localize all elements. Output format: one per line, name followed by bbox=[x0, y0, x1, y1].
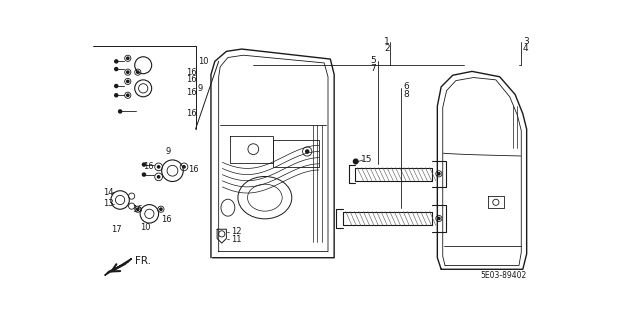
Text: 16: 16 bbox=[188, 165, 198, 174]
Circle shape bbox=[438, 173, 440, 175]
Circle shape bbox=[115, 94, 118, 97]
Text: 6: 6 bbox=[403, 82, 409, 91]
Circle shape bbox=[157, 166, 160, 168]
Circle shape bbox=[118, 110, 122, 113]
Circle shape bbox=[115, 85, 118, 87]
Text: 5: 5 bbox=[370, 56, 376, 65]
Circle shape bbox=[183, 166, 185, 168]
Circle shape bbox=[306, 150, 308, 153]
Text: 2: 2 bbox=[385, 44, 390, 53]
Circle shape bbox=[115, 68, 118, 70]
Text: 15: 15 bbox=[361, 155, 372, 164]
Text: 16: 16 bbox=[143, 162, 154, 171]
Text: 4: 4 bbox=[523, 44, 529, 53]
Text: 8: 8 bbox=[403, 90, 409, 99]
Text: 16: 16 bbox=[186, 75, 197, 84]
Text: 16: 16 bbox=[161, 216, 172, 225]
Text: 16: 16 bbox=[186, 88, 197, 97]
Text: 13: 13 bbox=[103, 199, 114, 208]
Text: 16: 16 bbox=[186, 69, 197, 78]
Text: 9: 9 bbox=[198, 84, 203, 93]
Text: 11: 11 bbox=[231, 235, 241, 244]
Circle shape bbox=[115, 60, 118, 63]
Text: 3: 3 bbox=[523, 37, 529, 46]
Text: 1: 1 bbox=[385, 37, 390, 46]
Circle shape bbox=[143, 173, 145, 176]
Text: 12: 12 bbox=[231, 227, 241, 236]
Text: 17: 17 bbox=[111, 225, 122, 234]
Text: 14: 14 bbox=[103, 188, 114, 197]
Circle shape bbox=[137, 208, 139, 210]
Circle shape bbox=[143, 163, 145, 166]
Text: 16: 16 bbox=[132, 205, 142, 214]
Text: 9: 9 bbox=[166, 147, 172, 156]
Text: 7: 7 bbox=[370, 64, 376, 73]
Circle shape bbox=[127, 80, 129, 83]
Text: 5E03-89402: 5E03-89402 bbox=[481, 271, 527, 280]
Circle shape bbox=[157, 176, 160, 178]
Circle shape bbox=[127, 94, 129, 96]
Text: 16: 16 bbox=[186, 109, 197, 118]
Polygon shape bbox=[105, 258, 132, 275]
Circle shape bbox=[160, 208, 162, 210]
Circle shape bbox=[127, 71, 129, 73]
Text: FR.: FR. bbox=[135, 256, 151, 266]
Circle shape bbox=[137, 71, 139, 73]
Circle shape bbox=[438, 217, 440, 219]
Circle shape bbox=[127, 57, 129, 59]
Circle shape bbox=[353, 159, 358, 164]
Text: 10: 10 bbox=[198, 57, 209, 66]
Text: 10: 10 bbox=[140, 223, 151, 232]
